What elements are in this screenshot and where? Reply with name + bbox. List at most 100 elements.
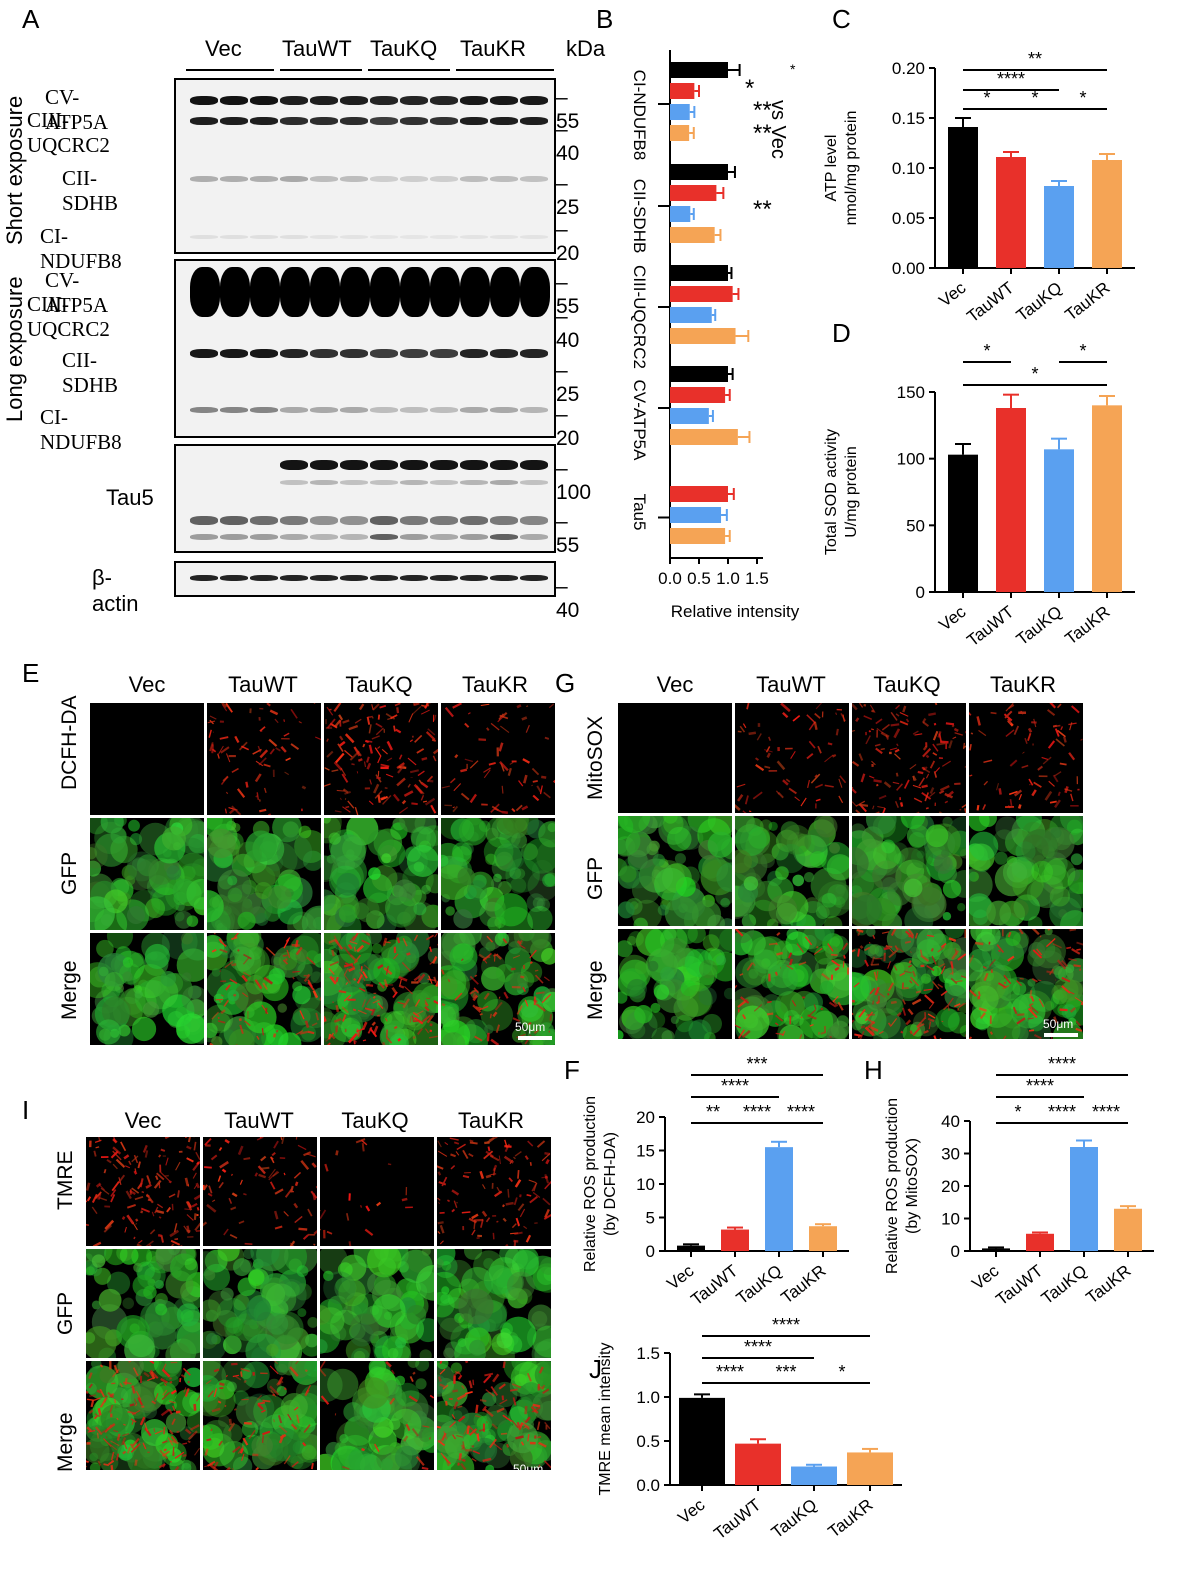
green-signal [355, 897, 380, 923]
blot-band [280, 117, 308, 125]
g-col-vec: Vec [656, 672, 694, 697]
red-signal [161, 1392, 171, 1401]
green-signal [415, 1378, 427, 1390]
green-signal [165, 1374, 179, 1388]
red-signal [220, 994, 225, 997]
red-signal [855, 717, 860, 723]
red-signal [858, 1008, 866, 1018]
red-signal [344, 749, 353, 758]
red-signal [207, 1192, 213, 1197]
red-signal [278, 1425, 288, 1434]
red-signal [149, 1229, 156, 1235]
red-signal [218, 1000, 222, 1003]
green-signal [543, 1267, 551, 1282]
grid-g-r2-c3-image [969, 929, 1083, 1039]
red-signal [468, 1380, 473, 1389]
grid-e-r1-c1-image [207, 818, 321, 930]
red-signal [378, 981, 385, 989]
blot-band [430, 267, 460, 317]
red-signal [262, 1430, 271, 1436]
red-signal [808, 740, 816, 749]
red-signal [230, 1206, 237, 1211]
red-signal [815, 783, 824, 789]
red-signal [990, 711, 997, 715]
red-signal [420, 709, 430, 715]
red-signal [171, 1405, 176, 1412]
red-signal [1017, 804, 1022, 809]
bar-taukq [791, 1466, 837, 1485]
blot-band [490, 534, 518, 540]
red-signal [871, 1000, 875, 1005]
y-tick-label: 0 [916, 583, 925, 602]
red-signal [511, 807, 516, 813]
red-signal [109, 1404, 114, 1413]
i-col-vec: Vec [124, 1108, 162, 1133]
red-signal [828, 1001, 837, 1008]
red-signal [952, 736, 957, 740]
significance-label: * [838, 1362, 845, 1382]
green-signal [781, 824, 812, 855]
red-signal [256, 1394, 263, 1401]
green-signal [459, 933, 482, 946]
red-signal [907, 929, 915, 937]
blot-band [460, 575, 488, 581]
green-signal [540, 1257, 551, 1276]
green-signal [320, 1368, 343, 1403]
red-signal [536, 785, 542, 793]
red-signal [841, 942, 849, 951]
green-signal [344, 1450, 376, 1470]
red-signal [124, 1378, 128, 1386]
red-signal [837, 1001, 844, 1011]
green-signal [372, 1340, 389, 1357]
red-signal [285, 757, 291, 762]
red-signal [213, 933, 216, 935]
green-signal [328, 832, 341, 845]
red-signal [1049, 703, 1057, 709]
red-signal [133, 1170, 138, 1175]
mw-long-25: –25 [556, 359, 580, 406]
red-signal [1033, 1034, 1042, 1039]
red-signal [268, 738, 278, 747]
red-signal [509, 761, 514, 765]
green-signal [452, 1410, 463, 1420]
green-signal [541, 948, 555, 965]
red-signal [404, 986, 413, 995]
red-signal [888, 950, 898, 959]
blot-band [250, 235, 278, 239]
mw-short-40: –40 [556, 118, 580, 165]
red-signal [274, 718, 279, 724]
red-signal [335, 1150, 339, 1156]
green-signal [715, 954, 727, 966]
green-signal [633, 917, 648, 926]
green-signal [920, 973, 932, 984]
red-signal [498, 742, 504, 752]
blot-band [520, 516, 548, 525]
red-signal [172, 1446, 175, 1456]
red-signal [184, 1208, 192, 1211]
red-signal [228, 1418, 233, 1426]
panel-letter-i: I [22, 1095, 30, 1125]
red-signal [937, 946, 946, 953]
red-signal [349, 954, 359, 963]
x-tick-label: 1.0 [716, 569, 740, 588]
red-signal [254, 1172, 258, 1177]
red-signal [543, 1213, 551, 1220]
green-signal [399, 818, 426, 833]
red-signal [1041, 756, 1049, 760]
red-signal [205, 1379, 212, 1385]
red-signal [413, 974, 421, 982]
red-signal [105, 1436, 108, 1439]
red-signal [86, 1426, 92, 1432]
red-signal [373, 783, 380, 794]
red-signal [1053, 771, 1062, 777]
bar-vec [670, 164, 728, 180]
red-signal [424, 1006, 430, 1012]
bar-taukq [670, 206, 691, 222]
green-signal [741, 914, 757, 926]
red-signal [182, 1454, 187, 1457]
red-signal [329, 960, 339, 967]
mw-short-25: –25 [556, 172, 580, 219]
grid-e-r2-c2 [324, 933, 438, 1045]
red-signal [187, 1137, 191, 1143]
red-signal [294, 1181, 299, 1187]
